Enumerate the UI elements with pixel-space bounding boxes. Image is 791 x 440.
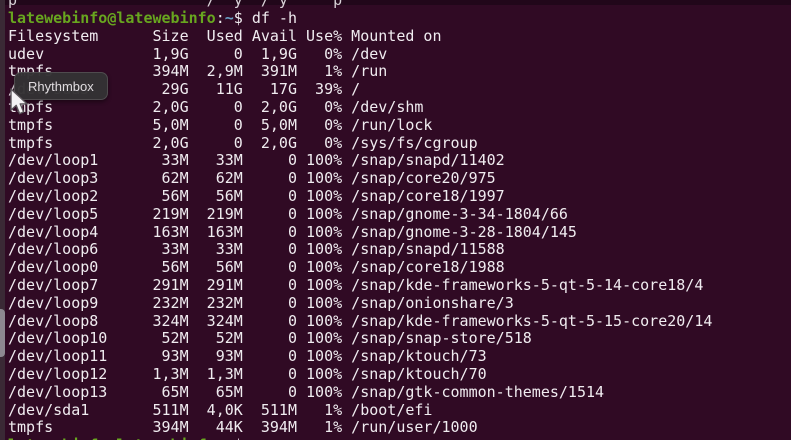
df-row: /dev/loop8 324M 324M 0 100% /snap/kde-fr… [8, 311, 713, 330]
df-row: /dev/loop11 93M 93M 0 100% /snap/ktouch/… [8, 347, 487, 366]
prompt-path: ~ [224, 9, 234, 27]
df-row: /dev/loop5 219M 219M 0 100% /snap/gnome-… [8, 204, 568, 223]
dock-app-indicator[interactable] [0, 309, 5, 357]
df-row: /dev/loop1 33M 33M 0 100% /snap/snapd/11… [8, 151, 505, 170]
df-row: tmpfs 2,0G 0 2,0G 0% /sys/fs/cgroup [8, 133, 478, 152]
df-row: /dev/loop13 65M 65M 0 100% /snap/gtk-com… [8, 382, 605, 401]
df-row: tmpfs 5,0M 0 5,0M 0% /run/lock [8, 115, 433, 134]
df-row: tmpfs 394M 44K 394M 1% /run/user/1000 [8, 418, 478, 437]
df-row: tmpfs 2,0G 0 2,0G 0% /dev/shm [8, 97, 424, 116]
df-row: /dev/loop4 163M 163M 0 100% /snap/gnome-… [8, 222, 577, 241]
prompt-command: $ df -h [233, 9, 297, 27]
previous-line-strip [0, 0, 791, 5]
df-row: /dev/loop2 56M 56M 0 100% /snap/core18/1… [8, 186, 505, 205]
df-row: /dev/loop12 1,3M 1,3M 0 100% /snap/ktouc… [8, 364, 487, 383]
df-row: /dev/loop10 52M 52M 0 100% /snap/snap-st… [8, 329, 532, 348]
df-header-row: Filesystem Size Used Avail Use% Mounted … [8, 26, 442, 45]
df-row: /dev/loop7 291M 291M 0 100% /snap/kde-fr… [8, 275, 704, 294]
df-row: tmpfs 394M 2,9M 391M 1% /run [8, 62, 388, 81]
df-row: /dev/loop9 232M 232M 0 100% /snap/onions… [8, 293, 514, 312]
dock-edge [0, 0, 5, 440]
df-row: /dev/sda1 511M 4,0K 511M 1% /boot/efi [8, 400, 433, 419]
prompt-user-host: latewebinfo@latewebinfo [8, 9, 216, 27]
tooltip-label: Rhythmbox [28, 78, 94, 94]
df-row: /dev/loop6 33M 33M 0 100% /snap/snapd/11… [8, 240, 505, 259]
df-row: udev 1,9G 0 1,9G 0% /dev [8, 44, 388, 63]
bottom-prompt-path: ~ [225, 436, 234, 440]
dock-tooltip: Rhythmbox [14, 72, 108, 100]
bottom-prompt-user-host: latewebinfo@latewebinfo [8, 436, 216, 440]
terminal-output[interactable]: p / y / y p latewebinfo@latewebinfo:~$ d… [8, 0, 712, 440]
partial-previous-line: p / y / y p [8, 0, 343, 10]
df-row: /dev/loop0 56M 56M 0 100% /snap/core18/1… [8, 258, 505, 277]
mouse-cursor-icon [10, 88, 28, 115]
df-row: /dev/loop3 62M 62M 0 100% /snap/core20/9… [8, 169, 496, 188]
